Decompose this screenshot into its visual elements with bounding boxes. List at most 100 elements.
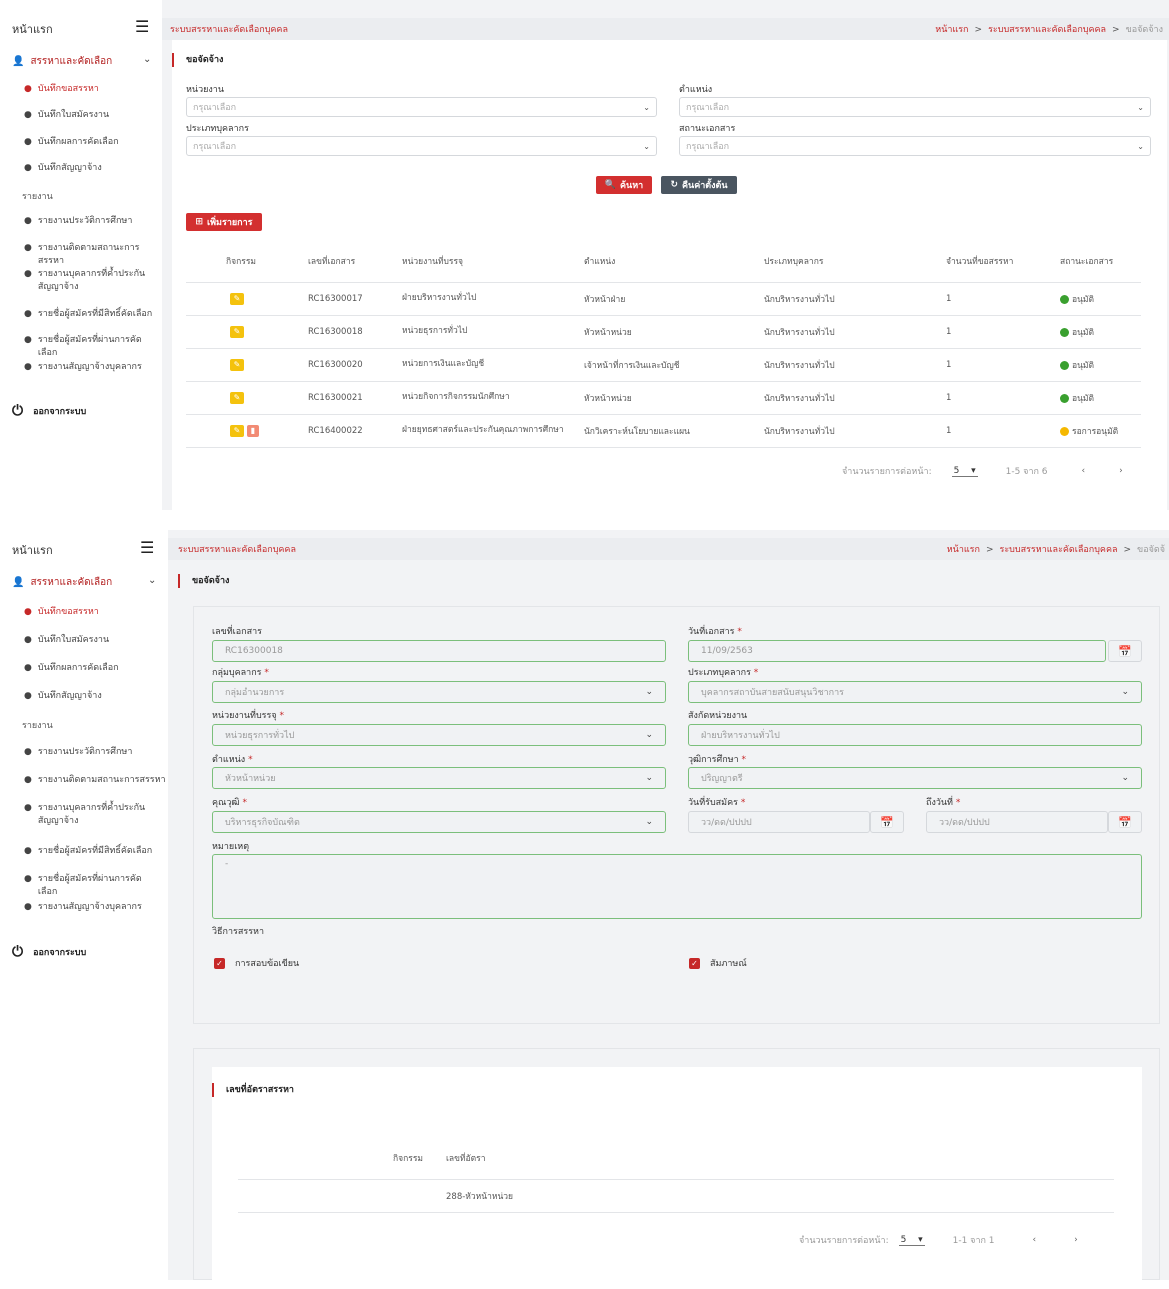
- unit-select[interactable]: หน่วยธุรการทั่วไป ⌄: [212, 724, 666, 746]
- table-row: ✎ RC16300017 ฝ่ายบริหารงานทั่วไป หัวหน้าฝ่า…: [186, 281, 1141, 315]
- cell-count: 1: [942, 380, 1056, 414]
- remark-label: หมายเหตุ: [212, 842, 250, 852]
- sidebar-item-contract[interactable]: ● บันทึกสัญญาจ้าง: [24, 691, 102, 701]
- doc-date-label: วันที่เอกสาร *: [688, 627, 742, 637]
- staff-type-filter-select[interactable]: กรุณาเลือก ⌄: [186, 136, 657, 156]
- written-exam-checkbox[interactable]: ✓ การสอบข้อเขียน: [214, 956, 299, 970]
- chevron-down-icon: ⌄: [645, 773, 653, 783]
- list-screen: หน้าแรก ☰ 👤 สรรหาและคัดเลือก ⌄ ● บันทึกขอ…: [0, 0, 1169, 510]
- cell-staff-type: นักบริหารงานทั่วไป: [760, 380, 942, 414]
- edit-icon[interactable]: ✎: [230, 358, 244, 371]
- logout-button[interactable]: ⏻ ออกจากระบบ: [12, 403, 87, 419]
- prev-page-icon[interactable]: ‹: [1032, 1235, 1037, 1245]
- position-filter-select[interactable]: กรุณาเลือก ⌄: [679, 97, 1151, 117]
- cell-position: เจ้าหน้าที่การเงินและบัญชี: [580, 347, 760, 381]
- sidebar-group-recruit[interactable]: 👤 สรรหาและคัดเลือก: [12, 575, 112, 590]
- calendar-icon[interactable]: 📅: [870, 811, 904, 833]
- chevron-down-icon[interactable]: ⌄: [143, 54, 152, 65]
- chevron-down-icon[interactable]: ⌄: [148, 575, 157, 586]
- cell-unit: ฝ่ายบริหารงานทั่วไป: [398, 281, 580, 315]
- col-rate-no: เลขที่อัตรา: [446, 1153, 486, 1164]
- sidebar-item-application[interactable]: ● บันทึกใบสมัครงาน: [24, 635, 110, 645]
- edit-icon[interactable]: ✎: [230, 292, 244, 305]
- crumb-system[interactable]: ระบบสรรหาและคัดเลือกบุคคล: [988, 25, 1107, 35]
- breadcrumb: หน้าแรก > ระบบสรรหาและคัดเลือกบุคคล > ขอจัดจ…: [946, 545, 1165, 555]
- sidebar-report-education[interactable]: ● รายงานประวัติการศึกษา: [24, 747, 133, 757]
- sidebar-item-contract[interactable]: ● บันทึกสัญญาจ้าง: [24, 163, 102, 173]
- crumb-system[interactable]: ระบบสรรหาและคัดเลือกบุคคล: [999, 545, 1118, 555]
- edit-icon[interactable]: ✎: [230, 424, 244, 437]
- crumb-home[interactable]: หน้าแรก: [935, 25, 969, 35]
- cell-doc-no: RC16300018: [304, 314, 398, 348]
- sidebar-report-contract[interactable]: ● รายงานสัญญาจ้างบุคลากร: [24, 362, 142, 372]
- calendar-icon[interactable]: 📅: [1108, 811, 1142, 833]
- next-page-icon[interactable]: ›: [1119, 466, 1123, 476]
- sidebar-home[interactable]: หน้าแรก: [12, 544, 53, 557]
- table-header-row: กิจกรรม เลขที่อัตรา: [238, 1137, 1114, 1179]
- sidebar-group-recruit[interactable]: 👤 สรรหาและคัดเลือก: [12, 54, 112, 69]
- sidebar-item-application[interactable]: ● บันทึกใบสมัครงาน: [24, 110, 110, 120]
- search-button[interactable]: 🔍 ค้นหา: [596, 176, 652, 194]
- per-page-label: จำนวนรายการต่อหน้า:: [799, 1236, 889, 1246]
- doc-date-field[interactable]: 11/09/2563: [688, 640, 1106, 662]
- status-dot-icon: [1060, 327, 1069, 337]
- menu-icon[interactable]: ☰: [135, 17, 150, 36]
- position-select[interactable]: หัวหน้าหน่วย ⌄: [212, 767, 666, 789]
- sidebar-report-guarantee[interactable]: ● รายงานบุคลากรที่ค้ำประกันสัญญาจ้าง: [24, 269, 146, 292]
- form-screen: หน้าแรก ☰ 👤 สรรหาและคัดเลือก ⌄ ● บันทึกขอ…: [0, 530, 1169, 1281]
- sidebar-home[interactable]: หน้าแรก: [12, 23, 53, 36]
- sidebar: หน้าแรก ☰ 👤 สรรหาและคัดเลือก ⌄ ● บันทึกขอ…: [0, 530, 168, 1280]
- table-header-row: กิจกรรม เลขที่เอกสาร หน่วยงานที่บรรจุ ตำ…: [186, 240, 1141, 282]
- add-item-button[interactable]: ⊞ เพิ่มรายการ: [186, 213, 262, 231]
- sidebar-report-contract[interactable]: ● รายงานสัญญาจ้างบุคลากร: [24, 902, 142, 912]
- status-dot-icon: [1060, 426, 1069, 436]
- sidebar-item-request[interactable]: ● บันทึกขอสรรหา: [24, 607, 99, 617]
- sidebar-item-result[interactable]: ● บันทึกผลการคัดเลือก: [24, 663, 119, 673]
- sidebar-report-passed[interactable]: ● รายชื่อผู้สมัครที่ผ่านการคัดเลือก: [24, 335, 142, 358]
- sidebar-report-guarantee[interactable]: ● รายงานบุคลากรที่ค้ำประกันสัญญาจ้าง: [24, 803, 146, 826]
- cell-staff-type: นักบริหารงานทั่วไป: [760, 413, 942, 448]
- sidebar-item-request[interactable]: ● บันทึกขอสรรหา: [24, 84, 99, 94]
- form-card: เลขที่เอกสาร RC16300018 วันที่เอกสาร * 1…: [193, 606, 1160, 1024]
- apply-to-field[interactable]: วว/ดด/ปปปป: [926, 811, 1108, 833]
- menu-icon[interactable]: ☰: [140, 538, 155, 557]
- sidebar-report-status[interactable]: ● รายงานติดตามสถานะการสรรหา: [24, 775, 166, 785]
- remark-textarea[interactable]: -: [212, 854, 1142, 919]
- sidebar-report-eligible[interactable]: ● รายชื่อผู้สมัครที่มีสิทธิ์คัดเลือก: [24, 309, 153, 319]
- delete-icon[interactable]: ▮: [247, 424, 259, 437]
- unit-filter-select[interactable]: กรุณาเลือก ⌄: [186, 97, 657, 117]
- apply-from-field[interactable]: วว/ดด/ปปปป: [688, 811, 870, 833]
- crumb-home[interactable]: หน้าแรก: [946, 545, 980, 555]
- crumb-current: ขอจัดจ้าง: [1125, 25, 1163, 35]
- system-title: ระบบสรรหาและคัดเลือกบุคคล: [170, 25, 288, 35]
- rate-table: กิจกรรม เลขที่อัตรา 288-หัวหน้าหน่วย: [238, 1137, 1114, 1213]
- affiliation-field: ฝ่ายบริหารงานทั่วไป: [688, 724, 1142, 746]
- page-title: ขอจัดจ้าง: [172, 53, 223, 67]
- edit-icon[interactable]: ✎: [230, 391, 244, 404]
- edit-icon[interactable]: ✎: [230, 325, 244, 338]
- interview-checkbox[interactable]: ✓ สัมภาษณ์: [689, 956, 747, 970]
- refresh-icon: ↻: [670, 180, 679, 190]
- sidebar-report-passed[interactable]: ● รายชื่อผู้สมัครที่ผ่านการคัดเลือก: [24, 874, 142, 897]
- per-page-select[interactable]: 5 ▾: [898, 1234, 925, 1246]
- calendar-icon[interactable]: 📅: [1108, 640, 1142, 662]
- prev-page-icon[interactable]: ‹: [1081, 466, 1086, 476]
- status-dot-icon: [1060, 294, 1069, 304]
- per-page-select[interactable]: 5 ▾: [951, 465, 978, 477]
- cell-staff-type: นักบริหารงานทั่วไป: [760, 281, 942, 315]
- qualification-select[interactable]: บริหารธุรกิจบัณฑิต ⌄: [212, 811, 666, 833]
- next-page-icon[interactable]: ›: [1074, 1235, 1078, 1245]
- logout-button[interactable]: ⏻ ออกจากระบบ: [12, 944, 87, 960]
- staff-group-select[interactable]: กลุ่มอำนวยการ ⌄: [212, 681, 666, 703]
- sidebar-report-status[interactable]: ● รายงานติดตามสถานะการสรรหา: [24, 243, 140, 266]
- education-select[interactable]: ปริญญาตรี ⌄: [688, 767, 1142, 789]
- staff-type-select[interactable]: บุคลากรสถาบันสายสนับสนุนวิชาการ ⌄: [688, 681, 1142, 703]
- doc-status-filter-select[interactable]: กรุณาเลือก ⌄: [679, 136, 1151, 156]
- sidebar-item-result[interactable]: ● บันทึกผลการคัดเลือก: [24, 137, 119, 147]
- reset-button[interactable]: ↻ คืนค่าตั้งต้น: [661, 176, 737, 194]
- sidebar-report-eligible[interactable]: ● รายชื่อผู้สมัครที่มีสิทธิ์คัดเลือก: [24, 846, 153, 856]
- position-label: ตำแหน่ง *: [212, 755, 253, 765]
- cell-unit: ฝ่ายยุทธศาสตร์และประกันคุณภาพการศึกษา: [398, 413, 580, 448]
- cell-status: อนุมัติ: [1056, 314, 1141, 348]
- sidebar-report-education[interactable]: ● รายงานประวัติการศึกษา: [24, 216, 133, 226]
